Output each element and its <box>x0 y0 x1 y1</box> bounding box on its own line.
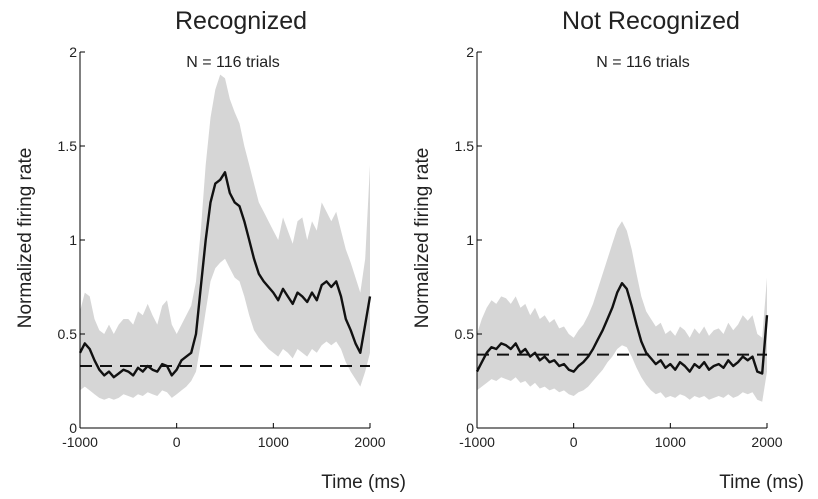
y-tick-label: 2 <box>69 44 77 60</box>
y-tick-label: 1.5 <box>455 138 475 154</box>
x-tick-label: 1000 <box>655 434 686 450</box>
y-tick-label: 1 <box>466 232 474 248</box>
confidence-band <box>80 74 370 400</box>
x-tick-label: 2000 <box>354 434 385 450</box>
chart-title: Not Recognized <box>562 7 740 35</box>
confidence-band <box>477 221 767 402</box>
y-tick-label: 0.5 <box>58 326 78 342</box>
x-tick-label: -1000 <box>459 434 495 450</box>
x-tick-label: 1000 <box>258 434 289 450</box>
panel-recognized: Recognized N = 116 trials Normalized fir… <box>15 7 406 493</box>
x-tick-label: 2000 <box>751 434 782 450</box>
y-axis-label: Normalized firing rate <box>15 148 36 329</box>
panel-not-recognized: Not Recognized N = 116 trials Normalized… <box>412 7 804 493</box>
y-tick-label: 0 <box>466 420 474 436</box>
x-axis-label: Time (ms) <box>321 472 406 493</box>
x-tick-label: -1000 <box>62 434 98 450</box>
chart-title: Recognized <box>175 7 307 35</box>
mean-line <box>475 282 769 375</box>
y-tick-label: 1 <box>69 232 77 248</box>
y-tick-label: 2 <box>466 44 474 60</box>
x-axis-label: Time (ms) <box>719 472 804 493</box>
x-tick-label: 0 <box>173 434 181 450</box>
trial-count-label: N = 116 trials <box>596 54 690 71</box>
x-tick-label: 0 <box>570 434 578 450</box>
y-tick-label: 1.5 <box>58 138 78 154</box>
mean-line <box>78 171 372 379</box>
y-axis-label: Normalized firing rate <box>412 148 433 329</box>
y-tick-label: 0 <box>69 420 77 436</box>
y-tick-label: 0.5 <box>455 326 475 342</box>
trial-count-label: N = 116 trials <box>186 54 280 71</box>
